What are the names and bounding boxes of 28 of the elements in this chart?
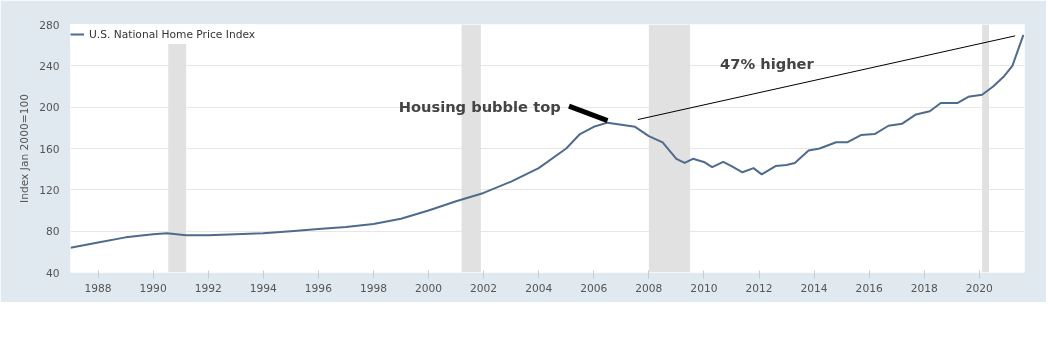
x-tick-label: 1994: [249, 281, 278, 295]
y-tick-label: 160: [39, 142, 60, 156]
x-tick-label: 2006: [580, 281, 608, 295]
y-tick-label: 240: [39, 59, 60, 73]
text: U.S. National Home Price Index: [89, 27, 256, 41]
x-tick-label: 2014: [800, 281, 828, 295]
y-tick-label: 200: [39, 101, 60, 115]
y-tick-label: 40: [45, 266, 60, 280]
x-tick-label: 2010: [690, 281, 718, 295]
y-axis-title: Index Jan 2000=100: [18, 93, 32, 203]
x-tick-label: 2008: [635, 281, 663, 295]
x-tick-label: 2016: [855, 281, 883, 295]
x-tick-label: 1996: [304, 281, 333, 295]
annotation: 47% higher: [720, 54, 815, 72]
y-tick-label: 120: [39, 183, 60, 197]
x-tick-label: 2018: [910, 281, 939, 295]
x-tick-label: 2020: [965, 281, 994, 295]
x-tick-label: 1988: [84, 281, 112, 295]
y-tick-label: 280: [39, 18, 60, 32]
annotation: Housing bubble top: [398, 97, 561, 115]
x-tick-label: 2000: [414, 281, 443, 295]
x-tick-label: 2002: [470, 281, 498, 295]
y-tick-label: 80: [45, 225, 60, 239]
x-tick-label: 1992: [194, 281, 222, 295]
x-tick-label: 1998: [359, 281, 388, 295]
x-tick-label: 2012: [745, 281, 773, 295]
x-tick-label: 1990: [139, 281, 167, 295]
x-tick-label: 2004: [525, 281, 553, 295]
